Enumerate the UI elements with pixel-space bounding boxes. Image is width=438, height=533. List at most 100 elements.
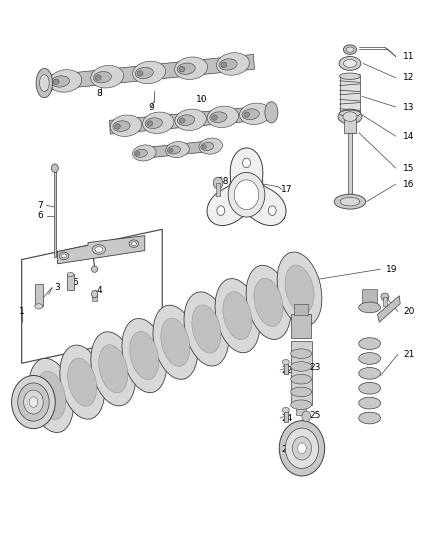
Ellipse shape — [277, 252, 322, 326]
Ellipse shape — [95, 75, 101, 80]
Polygon shape — [207, 148, 286, 225]
Circle shape — [234, 180, 259, 209]
Bar — [296, 402, 306, 415]
Ellipse shape — [134, 149, 147, 157]
Text: 5: 5 — [72, 278, 78, 287]
Ellipse shape — [177, 63, 195, 74]
Ellipse shape — [216, 53, 249, 75]
Text: 24: 24 — [281, 414, 292, 423]
Ellipse shape — [95, 247, 103, 253]
Ellipse shape — [244, 112, 250, 117]
Ellipse shape — [113, 121, 130, 132]
Ellipse shape — [339, 73, 360, 79]
Ellipse shape — [153, 305, 198, 379]
Ellipse shape — [223, 292, 252, 340]
Ellipse shape — [346, 47, 354, 52]
Bar — [294, 304, 308, 316]
Ellipse shape — [161, 318, 190, 366]
Ellipse shape — [381, 293, 389, 301]
Circle shape — [279, 421, 325, 476]
Ellipse shape — [339, 110, 360, 117]
Ellipse shape — [283, 360, 289, 365]
Ellipse shape — [343, 60, 357, 67]
Text: 12: 12 — [403, 73, 415, 82]
Ellipse shape — [219, 59, 237, 70]
Circle shape — [217, 206, 225, 215]
Ellipse shape — [210, 112, 227, 123]
Circle shape — [297, 443, 306, 454]
Bar — [35, 284, 42, 306]
Ellipse shape — [359, 302, 381, 313]
Text: 16: 16 — [403, 180, 415, 189]
Ellipse shape — [221, 62, 227, 68]
Text: 17: 17 — [281, 185, 293, 194]
Circle shape — [286, 428, 318, 469]
Text: 2: 2 — [37, 286, 43, 295]
Ellipse shape — [53, 79, 59, 85]
Ellipse shape — [12, 375, 55, 429]
Text: 21: 21 — [403, 350, 415, 359]
Ellipse shape — [131, 242, 137, 246]
Bar — [339, 76, 360, 114]
Text: 23: 23 — [309, 363, 321, 372]
Bar — [284, 362, 288, 374]
Ellipse shape — [339, 56, 361, 70]
Ellipse shape — [67, 272, 74, 277]
Text: 8: 8 — [96, 89, 102, 98]
Ellipse shape — [359, 353, 381, 365]
Text: 4: 4 — [96, 286, 102, 295]
Ellipse shape — [133, 61, 166, 84]
Ellipse shape — [168, 146, 180, 154]
Ellipse shape — [343, 112, 357, 122]
Circle shape — [243, 158, 251, 168]
Text: 7: 7 — [37, 201, 43, 210]
Bar — [284, 410, 288, 422]
Circle shape — [51, 164, 58, 172]
Text: 22: 22 — [281, 366, 292, 375]
Ellipse shape — [283, 407, 289, 413]
Ellipse shape — [290, 349, 311, 359]
Ellipse shape — [254, 278, 283, 327]
Ellipse shape — [91, 332, 136, 406]
Bar — [54, 169, 56, 257]
Text: 19: 19 — [386, 265, 397, 273]
Ellipse shape — [202, 145, 206, 149]
Ellipse shape — [359, 397, 381, 409]
Bar — [362, 289, 378, 308]
Ellipse shape — [29, 358, 74, 432]
Ellipse shape — [51, 76, 70, 87]
Ellipse shape — [137, 70, 143, 76]
Ellipse shape — [290, 362, 311, 371]
Ellipse shape — [115, 124, 120, 129]
Bar — [383, 297, 387, 306]
Bar — [344, 116, 356, 133]
Ellipse shape — [169, 148, 173, 152]
Ellipse shape — [265, 102, 278, 123]
Ellipse shape — [340, 197, 360, 206]
Ellipse shape — [133, 145, 156, 161]
Ellipse shape — [359, 368, 381, 379]
Ellipse shape — [110, 115, 141, 136]
Text: 11: 11 — [403, 52, 415, 61]
Ellipse shape — [60, 345, 105, 419]
Ellipse shape — [179, 118, 185, 123]
Circle shape — [292, 437, 311, 460]
Text: 9: 9 — [148, 102, 154, 111]
Text: 20: 20 — [403, 307, 415, 316]
Ellipse shape — [179, 66, 185, 72]
Ellipse shape — [215, 279, 260, 353]
Ellipse shape — [129, 240, 139, 247]
Text: 1: 1 — [19, 307, 25, 316]
Polygon shape — [44, 54, 254, 91]
Text: 14: 14 — [403, 132, 415, 141]
Ellipse shape — [136, 151, 140, 156]
Bar — [216, 183, 220, 196]
Bar — [290, 341, 311, 405]
Ellipse shape — [242, 109, 259, 119]
Ellipse shape — [334, 194, 366, 209]
Ellipse shape — [92, 245, 106, 254]
Ellipse shape — [338, 109, 362, 124]
Ellipse shape — [343, 45, 357, 54]
Ellipse shape — [130, 332, 159, 379]
Bar — [92, 294, 97, 301]
